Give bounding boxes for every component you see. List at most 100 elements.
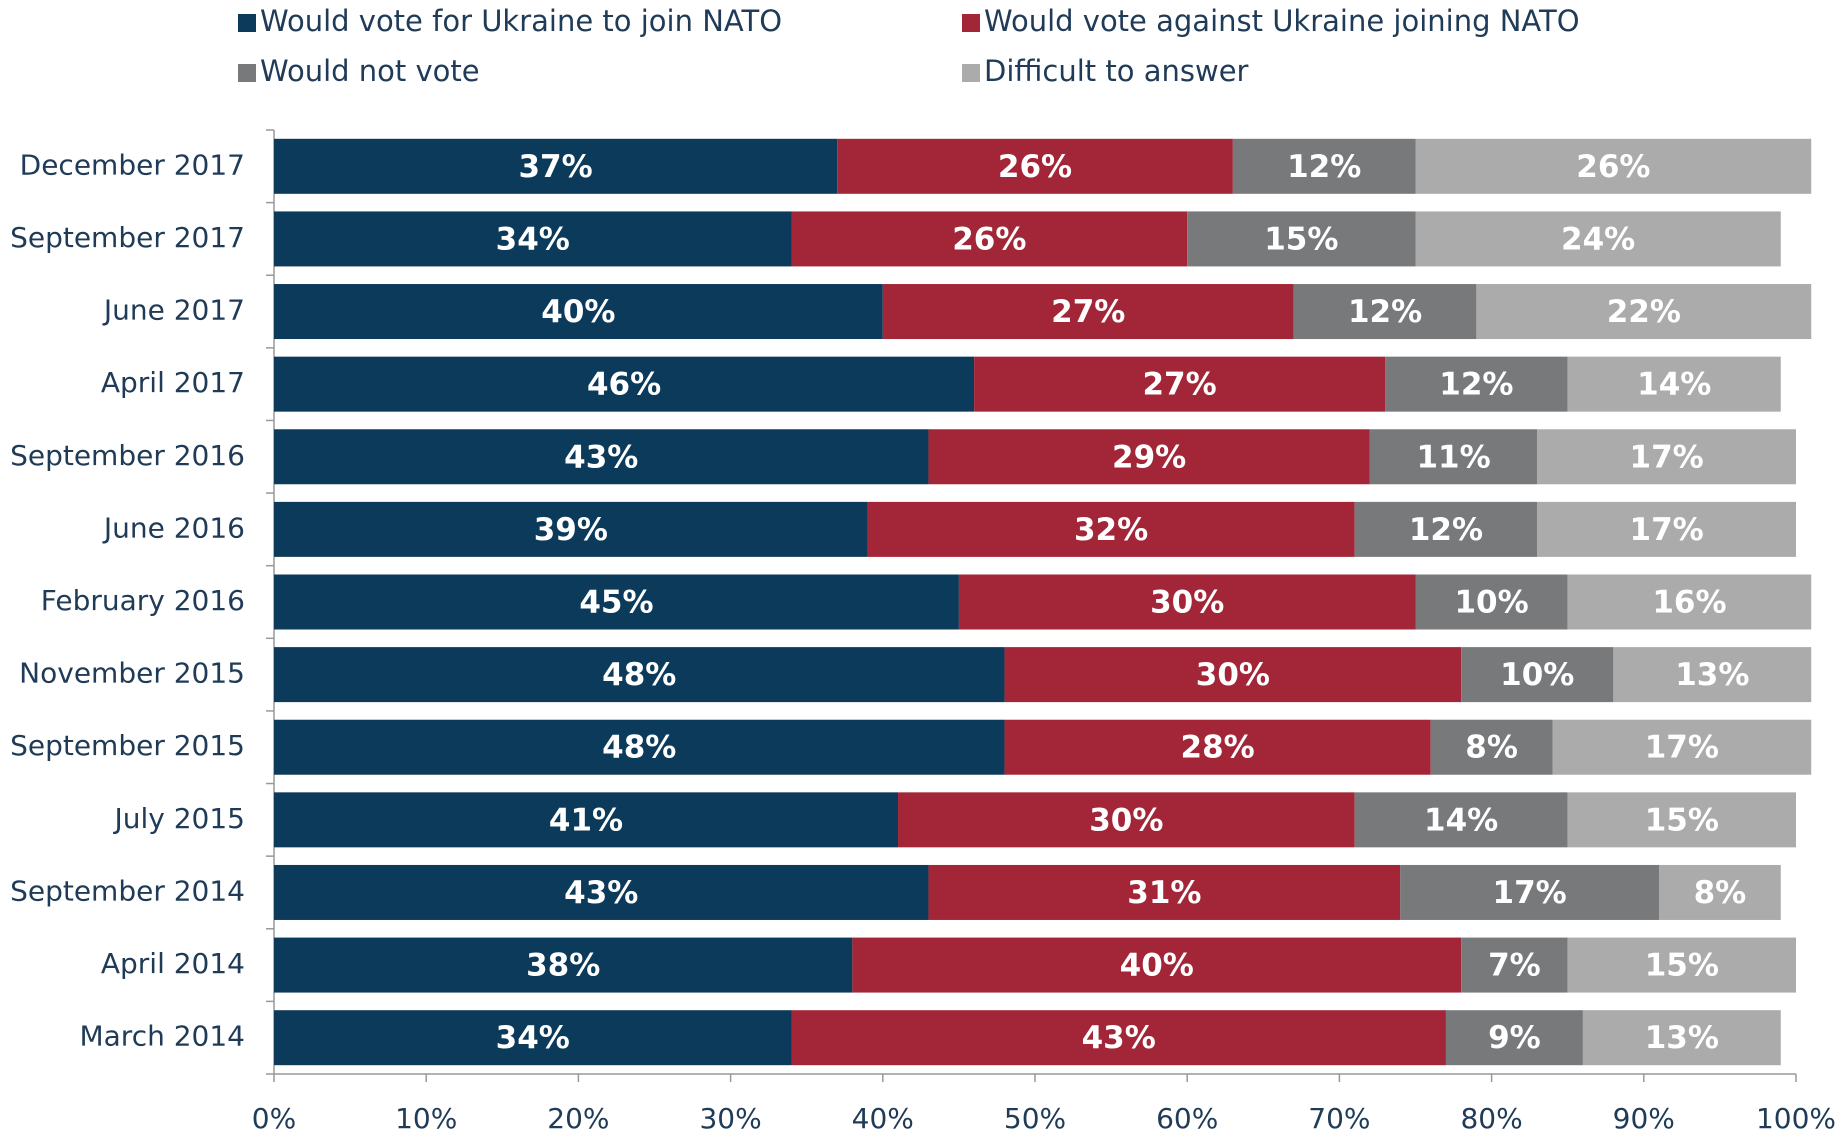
value-label: 9% [1488, 1020, 1541, 1056]
bar-segment [1659, 864, 1781, 920]
x-tick-label: 10% [395, 1102, 457, 1135]
value-label: 10% [1500, 657, 1574, 693]
bar-segment [1415, 211, 1781, 267]
x-tick-label: 20% [547, 1102, 609, 1135]
value-label: 12% [1348, 294, 1422, 330]
value-label: 26% [998, 149, 1072, 185]
bar-segment [1354, 792, 1568, 848]
y-tick-label: June 2016 [102, 511, 245, 544]
bar-segment [1582, 1010, 1781, 1066]
y-tick-label: July 2015 [112, 802, 245, 835]
value-label: 17% [1645, 730, 1719, 766]
bar-segment [1232, 138, 1416, 194]
legend-label: Difficult to answer [984, 54, 1249, 88]
value-label: 11% [1416, 439, 1490, 475]
bar-segment [274, 429, 929, 485]
legend-label: Would not vote [260, 54, 480, 88]
bar-segment [1567, 574, 1812, 630]
x-tick-label: 0% [252, 1102, 296, 1135]
bar-segment [1567, 937, 1796, 993]
bar-segment [274, 501, 868, 557]
value-label: 28% [1181, 730, 1255, 766]
bar-segment [274, 792, 899, 848]
value-label: 43% [564, 875, 638, 911]
value-label: 45% [579, 585, 653, 621]
value-label: 8% [1465, 730, 1518, 766]
x-tick-label: 80% [1460, 1102, 1522, 1135]
bar-segment [791, 1010, 1446, 1066]
bar-segment [1537, 429, 1796, 485]
x-tick-label: 40% [852, 1102, 914, 1135]
bar-segment [274, 719, 1005, 775]
bar-segment [274, 138, 838, 194]
x-tick-label: 100% [1756, 1102, 1836, 1135]
value-label: 15% [1645, 948, 1719, 984]
value-label: 10% [1454, 585, 1528, 621]
y-tick-label: March 2014 [79, 1020, 245, 1053]
value-label: 39% [534, 512, 608, 548]
bar-segment [1369, 429, 1538, 485]
bar-segment [1187, 211, 1416, 267]
bar-segment [1476, 284, 1812, 340]
value-label: 30% [1150, 585, 1224, 621]
value-label: 38% [526, 948, 600, 984]
y-tick-label: February 2016 [41, 584, 245, 617]
bar-segment [1293, 284, 1477, 340]
value-label: 34% [496, 221, 570, 257]
x-tick-label: 70% [1308, 1102, 1370, 1135]
value-label: 37% [518, 149, 592, 185]
bar-segment [1415, 138, 1812, 194]
bar-segment [958, 574, 1416, 630]
y-tick-label: September 2014 [10, 874, 245, 907]
y-tick-label: December 2017 [20, 148, 245, 181]
value-label: 43% [564, 439, 638, 475]
value-label: 43% [1082, 1020, 1156, 1056]
value-label: 17% [1493, 875, 1567, 911]
value-label: 16% [1652, 585, 1726, 621]
bar-segment [274, 864, 929, 920]
y-tick-label: September 2016 [10, 439, 245, 472]
legend-swatch [238, 64, 256, 82]
bar-segment [928, 429, 1370, 485]
bar-segment [1385, 356, 1568, 412]
bar-segment [1552, 719, 1812, 775]
bar-segment [1461, 647, 1614, 703]
bar-segment [274, 356, 975, 412]
value-label: 14% [1637, 367, 1711, 403]
value-label: 26% [952, 221, 1026, 257]
bar-segment [1567, 356, 1781, 412]
value-label: 14% [1424, 802, 1498, 838]
value-label: 15% [1264, 221, 1338, 257]
x-tick-label: 30% [699, 1102, 761, 1135]
value-label: 8% [1694, 875, 1747, 911]
bar-segment [274, 1010, 792, 1066]
value-label: 34% [496, 1020, 570, 1056]
y-tick-label: September 2015 [10, 729, 245, 762]
bar-segment [837, 138, 1233, 194]
value-label: 7% [1488, 948, 1541, 984]
bar-segment [867, 501, 1355, 557]
value-label: 12% [1409, 512, 1483, 548]
bar-segment [974, 356, 1386, 412]
bar-segment [274, 647, 1005, 703]
y-tick-label: April 2014 [101, 947, 245, 980]
bar-segment [1415, 574, 1568, 630]
bar-segment [1613, 647, 1812, 703]
value-label: 41% [549, 802, 623, 838]
value-label: 46% [587, 367, 661, 403]
bar-segment [882, 284, 1294, 340]
value-label: 31% [1127, 875, 1201, 911]
value-label: 29% [1112, 439, 1186, 475]
x-tick-label: 50% [1004, 1102, 1066, 1135]
value-label: 12% [1287, 149, 1361, 185]
bar-segment [1445, 1010, 1583, 1066]
bar-segment [1354, 501, 1538, 557]
value-label: 17% [1630, 512, 1704, 548]
bar-segment [274, 937, 853, 993]
x-tick-label: 60% [1156, 1102, 1218, 1135]
value-label: 48% [602, 657, 676, 693]
bar-segment [1430, 719, 1553, 775]
value-label: 17% [1630, 439, 1704, 475]
value-label: 40% [1120, 948, 1194, 984]
